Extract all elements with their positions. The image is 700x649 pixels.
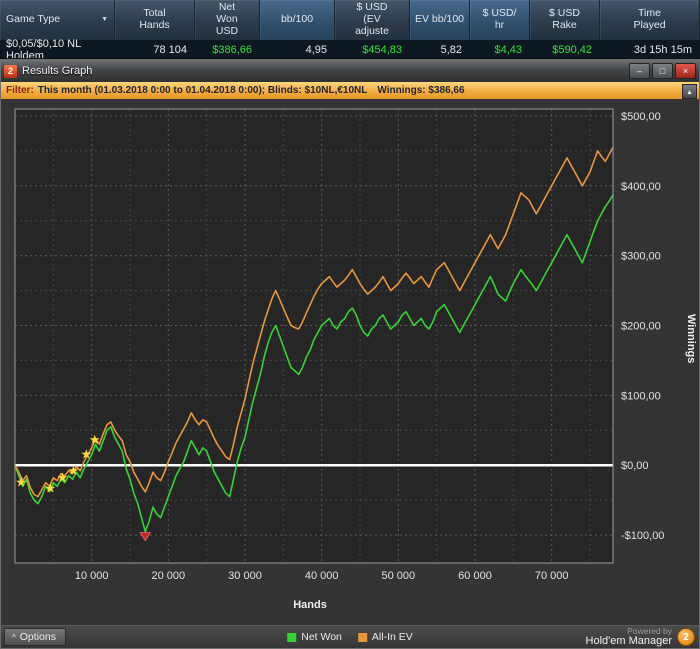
legend-item-all-in-ev: All-In EV (357, 631, 413, 643)
column-header-label: bb/100 (280, 13, 314, 26)
stats-cell-usd-hr: $4,43 (494, 43, 522, 56)
filter-label: Filter: (6, 85, 34, 96)
column-header-usd-hr[interactable]: $ USD/ hr (470, 0, 530, 40)
column-header-label: EV bb/100 (414, 13, 465, 26)
hm2-logo-icon: 2 (677, 628, 695, 646)
collapse-filter-button[interactable]: ▴ (682, 84, 697, 99)
stats-data-row[interactable]: $0,05/$0,10 NL Holdem 78 104 $386,66 4,95 $4… (0, 37, 700, 62)
column-header-label: $ USD Rake (549, 7, 580, 31)
window-titlebar[interactable]: 2 Results Graph – □ × (1, 60, 699, 82)
app-icon: 2 (4, 64, 17, 78)
stats-header-row: Game Type ▼ Total Hands Net Won USD bb/100 $ … (0, 0, 700, 40)
svg-text:30 000: 30 000 (228, 570, 262, 582)
svg-text:50 000: 50 000 (381, 570, 415, 582)
svg-text:$200,00: $200,00 (621, 321, 661, 333)
filter-criteria: This month (01.03.2018 0:00 to 01.04.201… (37, 85, 368, 96)
stats-cell-total-hands: 78 104 (153, 43, 187, 56)
svg-text:$400,00: $400,00 (621, 181, 661, 193)
column-header-net-won-usd[interactable]: Net Won USD (195, 0, 260, 40)
column-header-label: $ USD (EV adjuste (355, 1, 389, 37)
column-header-usd-ev-adjusted[interactable]: $ USD (EV adjuste (335, 0, 410, 40)
stats-cell-game-type: $0,05/$0,10 NL Holdem (6, 37, 81, 62)
svg-text:★: ★ (67, 463, 79, 478)
chart-legend: Net Won All-In EV (287, 631, 413, 643)
options-button[interactable]: ^ Options (4, 628, 66, 646)
chart-region: ★ ★ ★ ★ ★ ★ $500,00 $400,00 $300,00 $200,00 $100,0… (1, 99, 699, 626)
filter-winnings: Winnings: $386,66 (377, 85, 465, 96)
legend-label-all-in-ev: All-In EV (371, 631, 413, 643)
legend-item-net-won: Net Won (287, 631, 342, 643)
column-header-usd-rake[interactable]: $ USD Rake (530, 0, 600, 40)
column-header-total-hands[interactable]: Total Hands (115, 0, 195, 40)
column-header-game-type[interactable]: Game Type ▼ (0, 0, 115, 40)
stats-cell-time-played: 3d 15h 15m (633, 43, 692, 56)
svg-text:$0,00: $0,00 (621, 460, 649, 472)
app-name: Hold'em Manager (585, 634, 672, 647)
svg-text:10 000: 10 000 (75, 570, 109, 582)
close-button[interactable]: × (675, 63, 696, 79)
legend-label-net-won: Net Won (301, 631, 342, 643)
legend-swatch-net-won (287, 632, 297, 642)
y-axis-label: Winnings (685, 314, 697, 364)
svg-text:★: ★ (15, 475, 27, 490)
filter-bar[interactable]: Filter: This month (01.03.2018 0:00 to 0… (1, 82, 699, 99)
options-button-label: Options (19, 631, 56, 643)
column-header-label: Net Won USD (215, 1, 239, 37)
svg-text:40 000: 40 000 (305, 570, 339, 582)
column-header-bb-100[interactable]: bb/100 (260, 0, 335, 40)
svg-text:$100,00: $100,00 (621, 390, 661, 402)
svg-text:★: ★ (57, 470, 69, 485)
stats-cell-net-won-usd: $386,66 (212, 43, 252, 56)
svg-text:$300,00: $300,00 (621, 251, 661, 263)
maximize-button[interactable]: □ (652, 63, 673, 79)
svg-text:★: ★ (80, 447, 92, 462)
powered-by-text: Powered by (627, 625, 672, 636)
svg-text:60 000: 60 000 (458, 570, 492, 582)
svg-text:★: ★ (44, 480, 56, 495)
column-header-label: Game Type (6, 13, 61, 26)
column-header-ev-bb-100[interactable]: EV bb/100 (410, 0, 470, 40)
svg-text:-$100,00: -$100,00 (621, 530, 664, 542)
legend-swatch-all-in-ev (357, 632, 367, 642)
stats-cell-ev-bb-100: 5,82 (440, 43, 462, 56)
svg-text:$500,00: $500,00 (621, 111, 661, 123)
bottom-bar: ^ Options Net Won All-In EV Powered by Ho… (1, 625, 699, 648)
x-axis-label: Hands (293, 599, 327, 611)
column-header-label: Total Hands (139, 7, 170, 31)
svg-text:70 000: 70 000 (535, 570, 569, 582)
stats-cell-usd-rake: $590,42 (552, 43, 592, 56)
column-header-label: $ USD/ hr (482, 7, 517, 31)
minimize-button[interactable]: – (629, 63, 650, 79)
column-header-time-played[interactable]: Time Played (600, 0, 700, 40)
column-header-label: Time Played (633, 7, 666, 31)
svg-text:★: ★ (89, 432, 101, 447)
powered-by: Powered by Hold'em Manager 2 (585, 625, 695, 647)
stats-cell-usd-ev-adjusted: $454,83 (362, 43, 402, 56)
stats-cell-bb-100: 4,95 (305, 43, 327, 56)
dropdown-arrow-icon[interactable]: ▼ (101, 16, 108, 24)
results-graph-window: 2 Results Graph – □ × Filter: This month… (0, 58, 700, 649)
results-chart: ★ ★★ ★★★$500,00$400,00$300,00$200,00$100,0… (14, 108, 664, 582)
svg-text:20 000: 20 000 (151, 570, 185, 582)
window-title: Results Graph (22, 65, 93, 77)
chevron-up-icon: ^ (12, 632, 16, 642)
